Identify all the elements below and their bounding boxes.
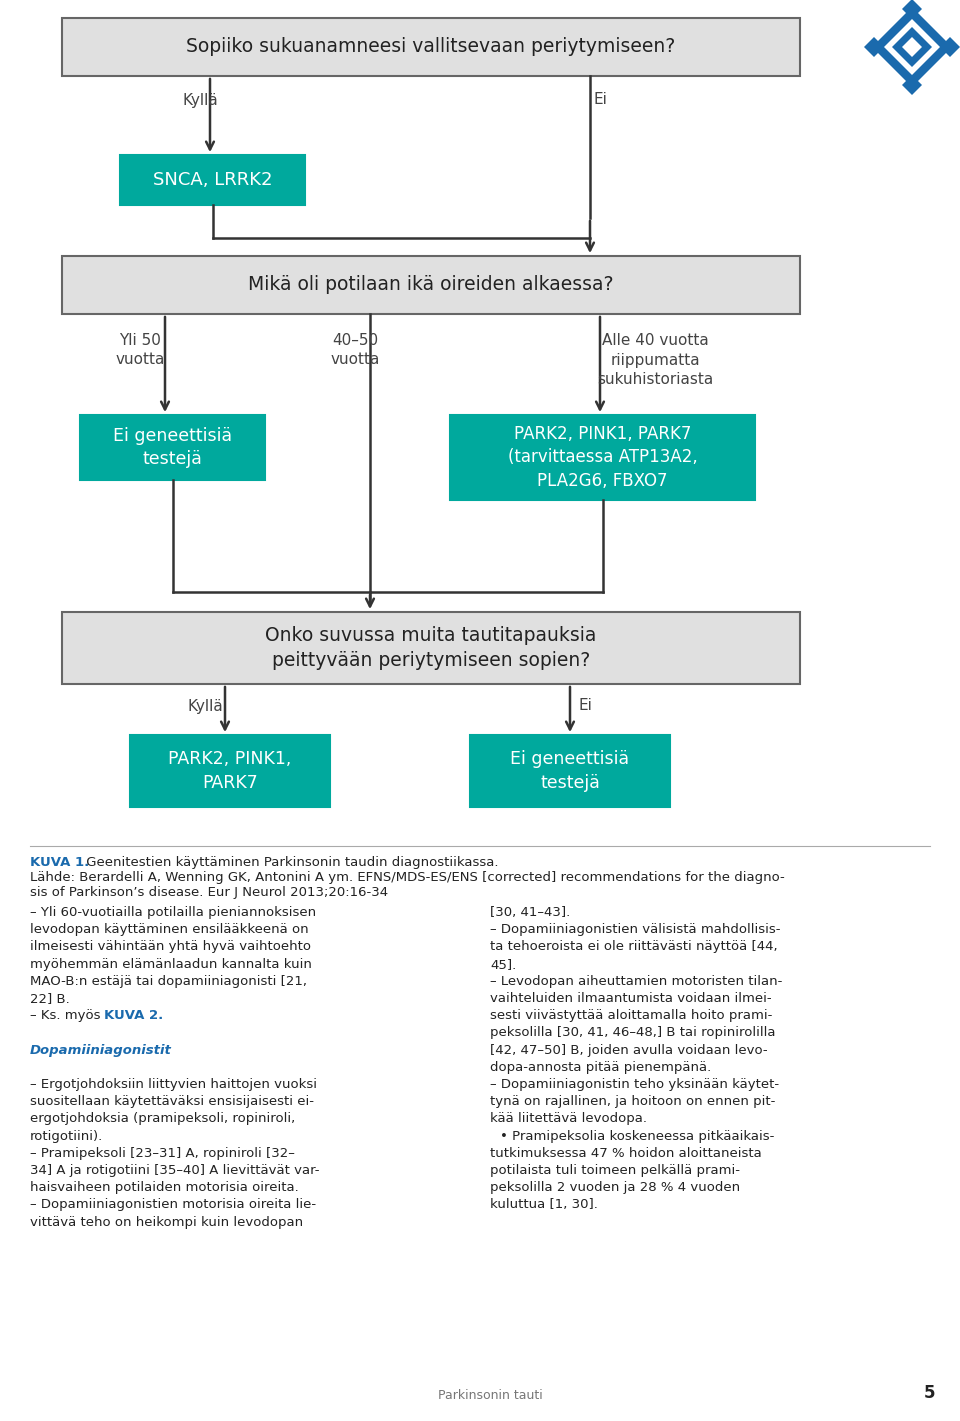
- Text: – Dopamiiniagonistien välisistä mahdollisis-: – Dopamiiniagonistien välisistä mahdolli…: [490, 924, 780, 936]
- Text: Kyllä: Kyllä: [182, 92, 218, 108]
- Text: Kyllä: Kyllä: [187, 699, 223, 713]
- Polygon shape: [892, 27, 932, 67]
- Text: – Ks. myös: – Ks. myös: [30, 1009, 105, 1022]
- Polygon shape: [872, 7, 952, 87]
- Text: Ei: Ei: [593, 92, 607, 108]
- Text: Sopiiko sukuanamneesi vallitsevaan periytymiseen?: Sopiiko sukuanamneesi vallitsevaan periy…: [186, 37, 676, 57]
- Polygon shape: [902, 75, 922, 95]
- Text: peksolilla 2 vuoden ja 28 % 4 vuoden: peksolilla 2 vuoden ja 28 % 4 vuoden: [490, 1181, 740, 1194]
- Bar: [62, 18, 800, 75]
- Text: suositellaan käytettäväksi ensisijaisesti ei-: suositellaan käytettäväksi ensisijaisest…: [30, 1096, 314, 1108]
- Text: Lähde: Berardelli A, Wenning GK, Antonini A ym. EFNS/MDS-ES/ENS [corrected] reco: Lähde: Berardelli A, Wenning GK, Antonin…: [30, 871, 784, 884]
- Text: 40–50
vuotta: 40–50 vuotta: [330, 333, 380, 367]
- Bar: [120, 155, 305, 205]
- Text: vaihteluiden ilmaantumista voidaan ilmei-: vaihteluiden ilmaantumista voidaan ilmei…: [490, 992, 772, 1005]
- Text: myöhemmän elämänlaadun kannalta kuin: myöhemmän elämänlaadun kannalta kuin: [30, 958, 312, 971]
- Text: [42, 47–50] B, joiden avulla voidaan levo-: [42, 47–50] B, joiden avulla voidaan lev…: [490, 1043, 768, 1057]
- Text: haisvaiheen potilaiden motorisia oireita.: haisvaiheen potilaiden motorisia oireita…: [30, 1181, 299, 1194]
- Text: kää liitettävä levodopa.: kää liitettävä levodopa.: [490, 1113, 647, 1125]
- Polygon shape: [902, 37, 922, 57]
- Bar: [470, 735, 670, 807]
- Text: rotigotiini).: rotigotiini).: [30, 1130, 104, 1142]
- Text: Dopamiiniagonistit: Dopamiiniagonistit: [30, 1043, 172, 1057]
- Polygon shape: [864, 37, 884, 57]
- Text: sesti viivästyttää aloittamalla hoito prami-: sesti viivästyttää aloittamalla hoito pr…: [490, 1009, 773, 1022]
- Text: kuluttua [1, 30].: kuluttua [1, 30].: [490, 1198, 598, 1211]
- Bar: [450, 415, 755, 500]
- Text: KUVA 1.: KUVA 1.: [30, 855, 89, 870]
- Text: – Levodopan aiheuttamien motoristen tilan-: – Levodopan aiheuttamien motoristen tila…: [490, 975, 782, 988]
- Text: Geenitestien käyttäminen Parkinsonin taudin diagnostiikassa.: Geenitestien käyttäminen Parkinsonin tau…: [82, 855, 498, 870]
- Bar: [62, 612, 800, 684]
- Text: 45].: 45].: [490, 958, 516, 971]
- Text: ta tehoeroista ei ole riittävästi näyttöä [44,: ta tehoeroista ei ole riittävästi näyttö…: [490, 941, 778, 953]
- Text: – Yli 60-vuotiailla potilailla pieniannoksisen: – Yli 60-vuotiailla potilailla pienianno…: [30, 907, 316, 919]
- Text: tynä on rajallinen, ja hoitoon on ennen pit-: tynä on rajallinen, ja hoitoon on ennen …: [490, 1096, 776, 1108]
- Text: Alle 40 vuotta
riippumatta
sukuhistoriasta: Alle 40 vuotta riippumatta sukuhistorias…: [597, 334, 713, 387]
- Text: PARK2, PINK1,
PARK7: PARK2, PINK1, PARK7: [168, 750, 292, 791]
- Text: Ei geneettisiä
testejä: Ei geneettisiä testejä: [113, 428, 232, 468]
- Text: SNCA, LRRK2: SNCA, LRRK2: [153, 171, 273, 189]
- Text: 5: 5: [924, 1384, 935, 1403]
- Polygon shape: [884, 18, 940, 75]
- Text: vittävä teho on heikompi kuin levodopan: vittävä teho on heikompi kuin levodopan: [30, 1215, 303, 1229]
- Text: – Ergotjohdoksiin liittyvien haittojen vuoksi: – Ergotjohdoksiin liittyvien haittojen v…: [30, 1079, 317, 1091]
- Text: tutkimuksessa 47 % hoidon aloittaneista: tutkimuksessa 47 % hoidon aloittaneista: [490, 1147, 761, 1160]
- Text: 34] A ja rotigotiini [35–40] A lievittävät var-: 34] A ja rotigotiini [35–40] A lievittäv…: [30, 1164, 320, 1177]
- Text: Yli 50
vuotta: Yli 50 vuotta: [115, 333, 165, 367]
- Polygon shape: [940, 37, 960, 57]
- Text: dopa-annosta pitää pienempänä.: dopa-annosta pitää pienempänä.: [490, 1061, 711, 1074]
- Text: potilaista tuli toimeen pelkällä prami-: potilaista tuli toimeen pelkällä prami-: [490, 1164, 740, 1177]
- Text: levodopan käyttäminen ensilääkkeenä on: levodopan käyttäminen ensilääkkeenä on: [30, 924, 308, 936]
- Text: Ei geneettisiä
testejä: Ei geneettisiä testejä: [511, 750, 630, 791]
- Text: ergotjohdoksia (pramipeksoli, ropiniroli,: ergotjohdoksia (pramipeksoli, ropiniroli…: [30, 1113, 296, 1125]
- Text: Onko suvussa muita tautitapauksia
peittyvään periytymiseen sopien?: Onko suvussa muita tautitapauksia peitty…: [265, 625, 597, 671]
- Text: – Dopamiiniagonistien motorisia oireita lie-: – Dopamiiniagonistien motorisia oireita …: [30, 1198, 316, 1211]
- Bar: [80, 415, 265, 480]
- Text: Mikä oli potilaan ikä oireiden alkaessa?: Mikä oli potilaan ikä oireiden alkaessa?: [249, 276, 613, 294]
- Polygon shape: [902, 0, 922, 18]
- Text: Ei: Ei: [578, 699, 592, 713]
- Text: PARK2, PINK1, PARK7
(tarvittaessa ATP13A2,
PLA2G6, FBXO7: PARK2, PINK1, PARK7 (tarvittaessa ATP13A…: [508, 425, 697, 490]
- Text: • Pramipeksolia koskeneessa pitkäaikais-: • Pramipeksolia koskeneessa pitkäaikais-: [500, 1130, 775, 1142]
- Text: KUVA 2.: KUVA 2.: [104, 1009, 163, 1022]
- Text: – Pramipeksoli [23–31] A, ropiniroli [32–: – Pramipeksoli [23–31] A, ropiniroli [32…: [30, 1147, 295, 1160]
- Text: MAO-B:n estäjä tai dopamiiniagonisti [21,: MAO-B:n estäjä tai dopamiiniagonisti [21…: [30, 975, 307, 988]
- Text: [30, 41–43].: [30, 41–43].: [490, 907, 570, 919]
- Text: sis of Parkinson’s disease. Eur J Neurol 2013;20:16-34: sis of Parkinson’s disease. Eur J Neurol…: [30, 887, 388, 899]
- Text: 22] B.: 22] B.: [30, 992, 70, 1005]
- Text: peksolilla [30, 41, 46–48,] B tai ropinirolilla: peksolilla [30, 41, 46–48,] B tai ropini…: [490, 1026, 776, 1039]
- Bar: [62, 256, 800, 314]
- Bar: [130, 735, 330, 807]
- Text: ilmeisesti vähintään yhtä hyvä vaihtoehto: ilmeisesti vähintään yhtä hyvä vaihtoeht…: [30, 941, 311, 953]
- Text: Parkinsonin tauti: Parkinsonin tauti: [438, 1388, 542, 1403]
- Text: – Dopamiiniagonistin teho yksinään käytet-: – Dopamiiniagonistin teho yksinään käyte…: [490, 1079, 780, 1091]
